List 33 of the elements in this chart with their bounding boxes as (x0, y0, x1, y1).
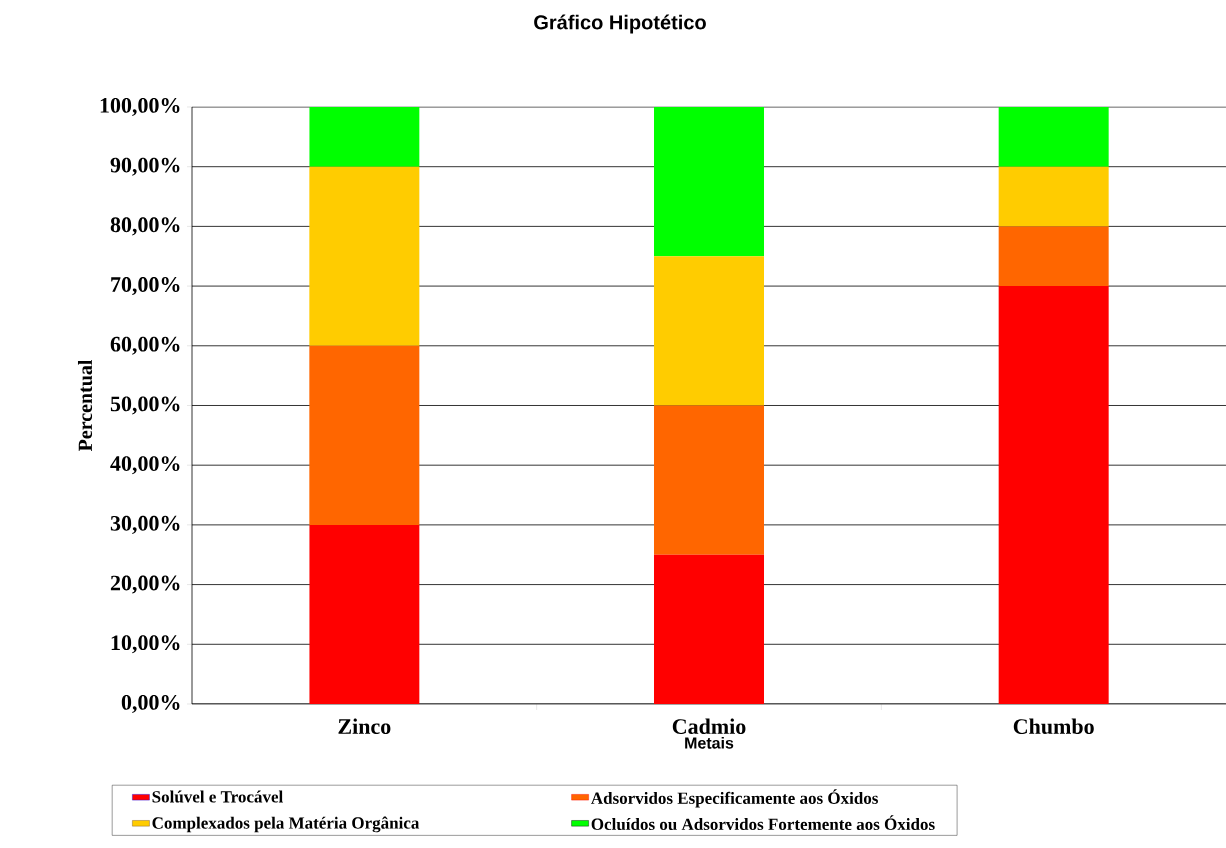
bar (998, 106, 1109, 167)
bar (998, 286, 1109, 704)
x-tick-label: Chumbo (1013, 718, 1094, 735)
y-tick-label: 60,00% (110, 336, 180, 355)
y-tick-label: 40,00% (110, 456, 180, 475)
legend-label: Ocluídos ou Adsorvidos Fortemente aos Óxidos (591, 815, 935, 831)
y-tick-label: 20,00% (110, 575, 180, 594)
bar (654, 256, 764, 406)
bar (654, 106, 764, 257)
legend-label: Solúvel e Trocável (152, 790, 283, 803)
bar (309, 166, 420, 346)
y-axis-title: Percentual (77, 359, 93, 452)
bar (654, 405, 764, 555)
legend-label: Adsorvidos Especificamente aos Óxidos (591, 789, 878, 808)
bar (654, 554, 764, 704)
y-tick-label: 30,00% (110, 515, 180, 534)
x-tick-label: Zinco (338, 718, 391, 734)
x-axis-title: Metais (685, 736, 734, 749)
y-tick-label: 80,00% (110, 217, 180, 236)
bar (309, 524, 420, 704)
y-tick-label: 100,00% (100, 97, 180, 117)
chart-title: Gráfico Hipotético (534, 14, 706, 34)
legend-label: Complexados pela Matéria Orgânica (152, 816, 420, 833)
y-tick-label: 0,00% (121, 694, 180, 713)
bar (998, 166, 1109, 227)
y-tick-label: 50,00% (110, 396, 180, 415)
x-tick-label: Cadmio (672, 718, 746, 734)
y-tick-label: 70,00% (111, 277, 180, 296)
y-tick-label: 90,00% (110, 157, 180, 176)
bar (998, 226, 1109, 287)
y-tick-label: 10,00% (111, 635, 180, 654)
bar (309, 106, 420, 167)
bar (309, 345, 420, 525)
